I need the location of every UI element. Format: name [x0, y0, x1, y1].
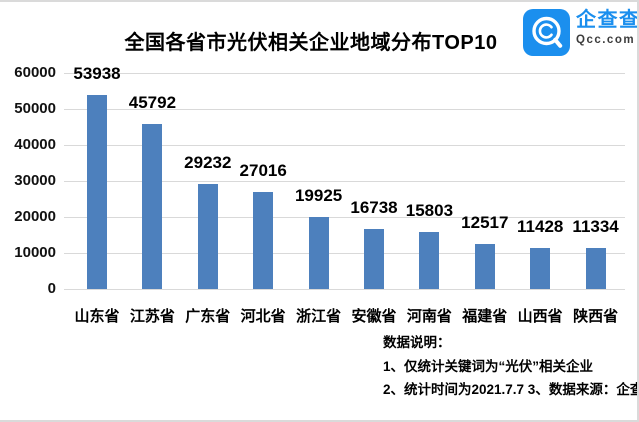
data-notes: 数据说明： 1、仅统计关键词为“光伏”相关企业 2、统计时间为2021.7.7 … — [383, 336, 639, 407]
bar — [197, 183, 218, 289]
bar-value-label: 11334 — [572, 217, 619, 237]
bar — [530, 247, 551, 289]
bar — [87, 94, 107, 289]
bar-value-label: 53938 — [73, 63, 121, 83]
x-axis-label: 山西省 — [517, 308, 563, 325]
bar — [474, 243, 495, 289]
gridline — [64, 289, 625, 290]
y-tick-label: 0 — [47, 280, 56, 297]
x-axis-label: 福建省 — [462, 308, 508, 325]
x-axis-label: 河北省 — [240, 308, 286, 325]
gridline — [64, 181, 625, 182]
y-tick-label: 50000 — [14, 100, 56, 117]
x-axis-label: 河南省 — [406, 308, 452, 325]
bar-value-label: 11428 — [517, 216, 564, 236]
y-tick-label: 40000 — [14, 136, 56, 153]
y-tick-label: 20000 — [14, 208, 56, 225]
x-axis-label: 浙江省 — [296, 308, 342, 325]
gridline — [64, 253, 625, 254]
bar-value-label: 19925 — [294, 186, 343, 206]
y-tick-label: 10000 — [14, 244, 56, 261]
qcc-logo-icon — [523, 9, 570, 56]
bar — [308, 217, 329, 289]
gridline — [64, 73, 625, 74]
qcc-logo: 企查查 Qcc.com — [522, 8, 639, 57]
qcc-logo-text: 企查查 Qcc.com — [576, 8, 639, 46]
bar-value-label: 29232 — [184, 152, 232, 172]
bar — [364, 228, 384, 289]
gridline — [64, 145, 625, 146]
x-axis-label: 江苏省 — [129, 308, 175, 325]
bar — [419, 232, 440, 289]
bar-value-label: 16738 — [350, 197, 398, 217]
gridline — [64, 109, 625, 110]
qcc-logo-name: 企查查 — [576, 9, 639, 31]
bar — [253, 191, 274, 289]
bar-value-label: 12517 — [461, 212, 509, 232]
qcc-logo-domain: Qcc.com — [576, 34, 636, 46]
notes-line-1: 1、仅统计关键词为“光伏”相关企业 — [383, 358, 594, 374]
bar — [142, 124, 163, 289]
x-axis-label: 安徽省 — [351, 308, 397, 325]
bar-value-label: 15803 — [405, 201, 454, 221]
bar-value-label: 27016 — [239, 160, 287, 180]
notes-line-2: 2、统计时间为2021.7.7 3、数据来源：企查查 — [383, 382, 639, 397]
x-axis-label: 山东省 — [74, 308, 120, 325]
y-tick-label: 60000 — [14, 64, 56, 81]
x-axis-label: 广东省 — [185, 308, 231, 325]
x-axis-label: 陕西省 — [573, 308, 619, 325]
gridline — [64, 217, 625, 218]
chart-title: 全国各省市光伏相关企业地域分布TOP10 — [124, 32, 498, 54]
bar — [585, 248, 606, 289]
bar-value-label: 45792 — [128, 93, 177, 113]
notes-heading: 数据说明： — [383, 335, 451, 350]
y-tick-label: 30000 — [14, 172, 56, 189]
